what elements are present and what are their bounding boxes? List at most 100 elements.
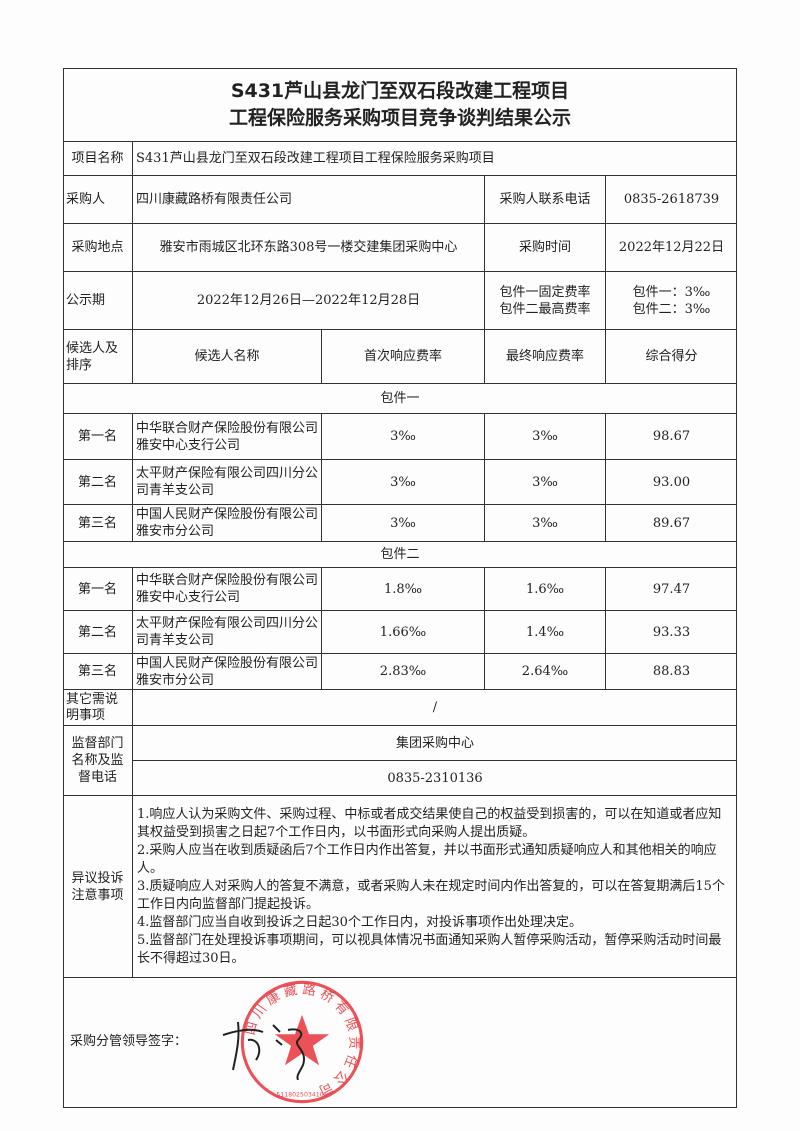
rank-cell: 第一名 bbox=[63, 414, 133, 460]
supervision-label-text: 监督部门名称及监督电话 bbox=[71, 736, 124, 785]
final-rate-cell: 1.6‰ bbox=[485, 568, 606, 611]
period-label-text: 公示期 bbox=[66, 293, 106, 308]
period-value: 2022年12月26日—2022年12月28日 bbox=[133, 272, 485, 330]
purchaser-phone-label-text: 采购人联系电话 bbox=[499, 192, 591, 207]
purchase-time-value-text: 2022年12月22日 bbox=[618, 240, 725, 255]
purchaser-phone-label: 采购人联系电话 bbox=[485, 176, 606, 224]
rank-cell: 第一名 bbox=[63, 568, 133, 611]
supervision-dept: 集团采购中心 bbox=[133, 726, 737, 761]
rate-label: 包件一固定费率 包件二最高费率 bbox=[485, 272, 606, 330]
score-cell-text: 88.83 bbox=[652, 664, 691, 679]
candidate-cell: 太平财产保险有限公司四川分公司青羊支公司 bbox=[133, 460, 322, 505]
column-header: 候选人名称 bbox=[133, 330, 322, 384]
column-header-text: 候选人名称 bbox=[194, 349, 260, 364]
supervision-label: 监督部门名称及监督电话 bbox=[63, 726, 133, 796]
objection-item: 2.采购人应当在收到质疑函后7个工作日内作出答复，并以书面形式通知质疑响应人和其… bbox=[137, 842, 717, 876]
score-cell-text: 89.67 bbox=[652, 515, 691, 531]
objection-notes: 1.响应人认为采购文件、采购过程、中标或者成交结果使自己的权益受到损害的，可以在… bbox=[133, 796, 737, 978]
score-cell: 98.67 bbox=[606, 414, 737, 460]
first-rate-cell: 3‰ bbox=[322, 505, 485, 542]
score-cell: 93.00 bbox=[606, 460, 737, 505]
column-header: 候选人及排序 bbox=[63, 330, 133, 384]
result-table bbox=[63, 68, 737, 1108]
candidate-cell: 中华联合财产保险股份有限公司雅安中心支行公司 bbox=[133, 568, 322, 611]
candidate-cell-text: 中华联合财产保险股份有限公司雅安中心支行公司 bbox=[136, 573, 319, 605]
purchaser-label-text: 采购人 bbox=[66, 192, 106, 207]
final-rate-cell-text: 1.4‰ bbox=[525, 624, 565, 640]
candidate-cell-text: 中华联合财产保险股份有限公司雅安中心支行公司 bbox=[136, 420, 319, 453]
rate-value-1: 包件一：3‰ bbox=[632, 284, 711, 300]
first-rate-cell-text: 1.8‰ bbox=[383, 581, 423, 597]
package-header: 包件一 bbox=[63, 384, 737, 414]
column-header: 综合得分 bbox=[606, 330, 737, 384]
purchaser-phone-value-text: 0835-2618739 bbox=[623, 192, 720, 207]
score-cell-text: 93.33 bbox=[652, 624, 691, 640]
project-name-value: S431芦山县龙门至双石段改建工程项目工程保险服务采购项目 bbox=[133, 142, 737, 176]
column-header-text: 候选人及排序 bbox=[66, 340, 119, 373]
purchaser-value-text: 四川康藏路桥有限责任公司 bbox=[136, 192, 293, 207]
first-rate-cell: 1.8‰ bbox=[322, 568, 485, 611]
purchase-time-value: 2022年12月22日 bbox=[606, 224, 737, 272]
first-rate-cell: 3‰ bbox=[322, 414, 485, 460]
rank-cell: 第二名 bbox=[63, 460, 133, 505]
other-value-text: / bbox=[432, 700, 438, 715]
other-label: 其它需说明事项 bbox=[63, 690, 133, 726]
purchase-time-label: 采购时间 bbox=[485, 224, 606, 272]
project-name-value-text: S431芦山县龙门至双石段改建工程项目工程保险服务采购项目 bbox=[136, 151, 495, 166]
candidate-cell: 中国人民财产保险股份有限公司雅安市分公司 bbox=[133, 654, 322, 690]
objection-label: 异议投诉注意事项 bbox=[63, 796, 133, 978]
rank-cell: 第二名 bbox=[63, 611, 133, 654]
first-rate-cell-text: 3‰ bbox=[390, 429, 416, 444]
rank-cell-text: 第三名 bbox=[77, 515, 117, 531]
column-header-text: 综合得分 bbox=[645, 349, 698, 364]
rate-value-2: 包件二：3‰ bbox=[632, 301, 711, 317]
score-cell: 97.47 bbox=[606, 568, 737, 611]
first-rate-cell-text: 2.83‰ bbox=[379, 664, 427, 679]
package-header: 包件二 bbox=[63, 542, 737, 568]
purchaser-label: 采购人 bbox=[63, 176, 133, 224]
final-rate-cell: 3‰ bbox=[485, 414, 606, 460]
purchaser-value: 四川康藏路桥有限责任公司 bbox=[133, 176, 485, 224]
rank-cell-text: 第三名 bbox=[77, 664, 117, 679]
final-rate-cell-text: 3‰ bbox=[532, 429, 558, 444]
period-label: 公示期 bbox=[63, 272, 133, 330]
period-value-text: 2022年12月26日—2022年12月28日 bbox=[196, 293, 421, 308]
rank-cell-text: 第二名 bbox=[77, 474, 117, 490]
other-label-text: 其它需说明事项 bbox=[66, 691, 119, 723]
supervision-phone-text: 0835-2310136 bbox=[387, 770, 483, 786]
objection-item: 5.监督部门在处理投诉事项期间，可以视具体情况书面通知采购人暂停采购活动，暂停采… bbox=[137, 932, 722, 966]
purchase-time-label-text: 采购时间 bbox=[518, 240, 571, 255]
first-rate-cell: 3‰ bbox=[322, 460, 485, 505]
first-rate-cell: 2.83‰ bbox=[322, 654, 485, 690]
score-cell: 88.83 bbox=[606, 654, 737, 690]
final-rate-cell-text: 3‰ bbox=[532, 515, 558, 531]
score-cell-text: 93.00 bbox=[652, 474, 691, 490]
title-line-1: S431芦山县龙门至双石段改建工程项目 bbox=[230, 80, 570, 102]
project-name-label-text: 项目名称 bbox=[71, 151, 124, 166]
supervision-phone: 0835-2310136 bbox=[133, 761, 737, 796]
rank-cell: 第三名 bbox=[63, 505, 133, 542]
supervision-dept-text: 集团采购中心 bbox=[395, 735, 474, 751]
final-rate-cell: 3‰ bbox=[485, 460, 606, 505]
rate-label-2: 包件二最高费率 bbox=[499, 301, 591, 317]
objection-item: 1.响应人认为采购文件、采购过程、中标或者成交结果使自己的权益受到损害的，可以在… bbox=[137, 806, 722, 840]
column-header: 最终响应费率 bbox=[485, 330, 606, 384]
project-name-label: 项目名称 bbox=[63, 142, 133, 176]
other-value: / bbox=[133, 690, 737, 726]
candidate-cell: 中国人民财产保险股份有限公司雅安市分公司 bbox=[133, 505, 322, 542]
objection-item: 3.质疑响应人对采购人的答复不满意，或者采购人未在规定时间内作出答复的，可以在答… bbox=[137, 878, 725, 912]
score-cell-text: 97.47 bbox=[652, 581, 691, 597]
first-rate-cell: 1.66‰ bbox=[322, 611, 485, 654]
score-cell: 89.67 bbox=[606, 505, 737, 542]
candidate-cell-text: 中国人民财产保险股份有限公司雅安市分公司 bbox=[136, 655, 319, 688]
final-rate-cell: 2.64‰ bbox=[485, 654, 606, 690]
candidate-cell-text: 太平财产保险有限公司四川分公司青羊支公司 bbox=[136, 466, 319, 498]
score-cell: 93.33 bbox=[606, 611, 737, 654]
rank-cell: 第三名 bbox=[63, 654, 133, 690]
package-header-text: 包件二 bbox=[380, 547, 420, 562]
column-header-text: 首次响应费率 bbox=[363, 349, 442, 364]
final-rate-cell-text: 2.64‰ bbox=[521, 664, 569, 679]
rank-cell-text: 第一名 bbox=[77, 429, 117, 444]
final-rate-cell: 1.4‰ bbox=[485, 611, 606, 654]
